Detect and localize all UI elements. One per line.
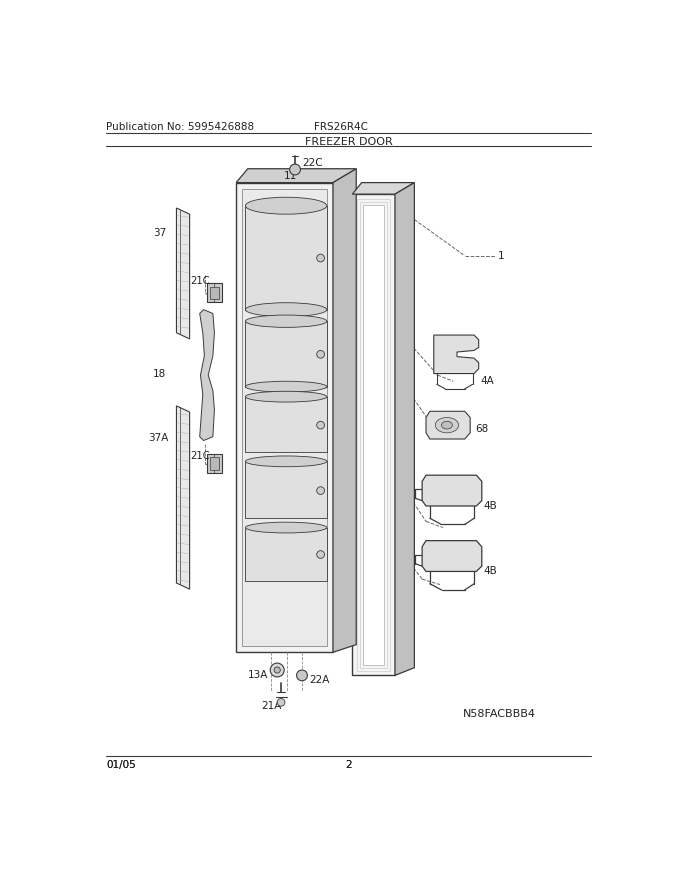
Text: 68: 68 [475, 424, 489, 434]
Text: 37: 37 [153, 228, 167, 238]
Circle shape [277, 699, 285, 706]
Polygon shape [434, 335, 479, 373]
Circle shape [317, 422, 324, 429]
Polygon shape [209, 287, 219, 299]
Polygon shape [333, 169, 356, 652]
Polygon shape [236, 182, 333, 652]
Polygon shape [426, 411, 470, 439]
Text: 4B: 4B [483, 501, 497, 511]
Text: 2: 2 [345, 760, 352, 771]
Circle shape [290, 164, 301, 175]
Text: N58FACBBB4: N58FACBBB4 [463, 709, 537, 719]
Circle shape [270, 664, 284, 677]
Text: 21C: 21C [190, 276, 210, 286]
Text: 01/05: 01/05 [106, 760, 136, 771]
Polygon shape [245, 397, 327, 452]
Circle shape [317, 350, 324, 358]
Polygon shape [207, 283, 222, 302]
Text: 18: 18 [153, 369, 167, 378]
Ellipse shape [245, 315, 327, 327]
Circle shape [296, 670, 307, 681]
Polygon shape [363, 205, 384, 664]
Polygon shape [245, 206, 327, 310]
Text: 4A: 4A [480, 377, 494, 386]
Text: Publication No: 5995426888: Publication No: 5995426888 [106, 122, 254, 132]
Ellipse shape [245, 381, 327, 392]
Text: 22A: 22A [310, 675, 330, 685]
Polygon shape [352, 194, 395, 676]
Text: FREEZER DOOR: FREEZER DOOR [305, 136, 392, 147]
Circle shape [274, 667, 280, 673]
Polygon shape [242, 188, 327, 646]
Polygon shape [245, 321, 327, 386]
Ellipse shape [435, 417, 458, 433]
Polygon shape [352, 182, 414, 194]
Text: 4B: 4B [483, 567, 497, 576]
Polygon shape [395, 182, 414, 676]
Text: 01/05: 01/05 [106, 760, 136, 771]
Polygon shape [176, 208, 190, 339]
Text: 21C: 21C [190, 451, 210, 461]
Text: 2: 2 [345, 760, 352, 771]
Ellipse shape [441, 422, 452, 429]
Ellipse shape [245, 522, 327, 533]
Text: 11: 11 [284, 172, 297, 181]
Polygon shape [245, 528, 327, 582]
Ellipse shape [245, 456, 327, 466]
Text: 22C: 22C [302, 158, 322, 167]
Ellipse shape [245, 392, 327, 402]
Polygon shape [176, 406, 190, 590]
Text: FRS26R4C: FRS26R4C [313, 122, 368, 132]
Text: 37A: 37A [148, 433, 169, 444]
Text: 1: 1 [498, 251, 505, 260]
Polygon shape [207, 454, 222, 473]
Polygon shape [422, 475, 482, 506]
Ellipse shape [245, 303, 327, 317]
Circle shape [317, 254, 324, 262]
Ellipse shape [245, 197, 327, 214]
Polygon shape [236, 169, 356, 182]
Polygon shape [422, 540, 482, 571]
Polygon shape [245, 461, 327, 517]
Circle shape [317, 551, 324, 559]
Polygon shape [209, 458, 219, 470]
Text: 21A: 21A [262, 701, 282, 711]
Circle shape [317, 487, 324, 495]
Polygon shape [200, 310, 214, 441]
Text: 13A: 13A [248, 671, 268, 680]
